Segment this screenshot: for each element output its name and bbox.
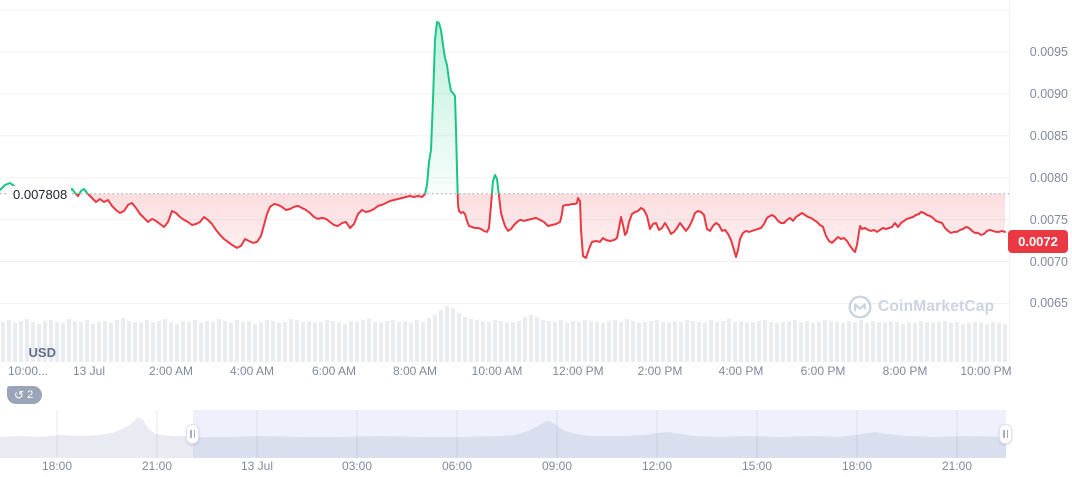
navigator-selection[interactable] [193, 410, 1006, 458]
range-navigator[interactable] [0, 410, 1072, 458]
volume-bars [1, 306, 1007, 362]
time-axis-tick: 8:00 PM [882, 364, 928, 378]
price-axis-tick: 0.0070 [1029, 255, 1068, 269]
price-axis-tick: 0.0085 [1029, 129, 1068, 143]
price-axis-border [1009, 0, 1010, 362]
navigator-axis-tick: 03:00 [341, 459, 373, 473]
price-axis-tick: 0.0080 [1029, 171, 1068, 185]
navigator-axis-tick: 13 Jul [240, 459, 274, 473]
navigator-area [0, 417, 1006, 458]
navigator-time-axis: 18:00 21:00 13 Jul 03:00 06:00 09:00 12:00 15:0… [0, 459, 1072, 475]
navigator-gridlines [56, 410, 958, 458]
time-axis-tick: 13 Jul [72, 364, 106, 378]
time-axis-tick: 10:00 PM [960, 364, 1012, 378]
price-axis-tick: 0.0095 [1029, 45, 1068, 59]
navigator-axis-tick: 18:00 [841, 459, 873, 473]
navigator-axis-tick: 18:00 [41, 459, 73, 473]
price-axis-tick: 0.0075 [1029, 213, 1068, 227]
last-price-badge: 0.0072 [1008, 230, 1068, 253]
time-axis-tick: 10:00... [7, 364, 49, 378]
open-price-label: 0.007808 [9, 186, 72, 203]
currency-label: USD [28, 345, 56, 360]
price-line [0, 21, 1006, 259]
navigator-right-handle[interactable] [999, 424, 1012, 444]
price-chart-canvas[interactable] [0, 0, 1010, 363]
time-axis-tick: 4:00 AM [229, 364, 275, 378]
history-icon: ↺ [14, 388, 25, 402]
gridlines [0, 9, 1010, 304]
navigator-axis-tick: 21:00 [941, 459, 973, 473]
time-axis-tick: 12:00 PM [552, 364, 604, 378]
time-axis-tick: 4:00 PM [718, 364, 764, 378]
time-axis: 10:00... 13 Jul 2:00 AM 4:00 AM 6:00 AM 8:00 … [0, 364, 1012, 380]
history-count: 2 [27, 389, 34, 401]
time-axis-tick: 8:00 AM [392, 364, 438, 378]
price-axis-tick: 0.0065 [1029, 296, 1068, 310]
price-axis-tick: 0.0090 [1029, 87, 1068, 101]
navigator-axis-tick: 21:00 [141, 459, 173, 473]
time-axis-tick: 6:00 AM [311, 364, 357, 378]
time-axis-tick: 10:00 AM [471, 364, 523, 378]
navigator-axis-tick: 12:00 [641, 459, 673, 473]
time-axis-tick: 2:00 AM [148, 364, 194, 378]
price-axis: 0.0095 0.0090 0.0085 0.0080 0.0075 0.0070 0.00… [1010, 0, 1072, 362]
navigator-axis-tick: 15:00 [741, 459, 773, 473]
time-axis-tick: 6:00 PM [800, 364, 846, 378]
navigator-axis-tick: 09:00 [541, 459, 573, 473]
history-marker[interactable]: ↺ 2 [7, 386, 43, 404]
navigator-left-handle[interactable] [186, 424, 199, 444]
time-axis-tick: 2:00 PM [637, 364, 683, 378]
navigator-axis-tick: 06:00 [441, 459, 473, 473]
